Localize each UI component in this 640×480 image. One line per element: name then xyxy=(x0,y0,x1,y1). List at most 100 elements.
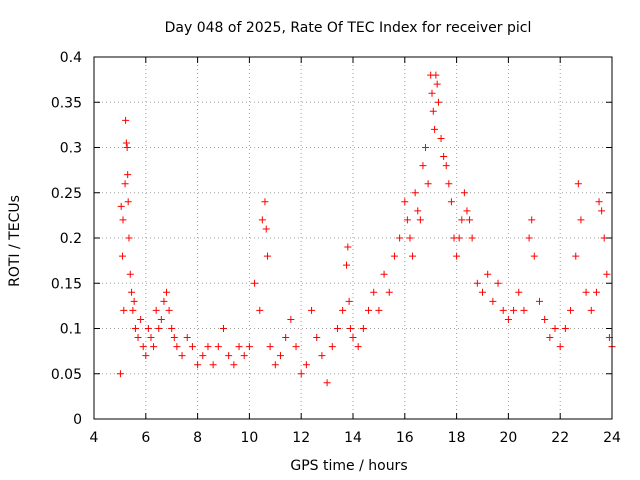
data-point xyxy=(380,270,388,278)
data-point xyxy=(479,288,486,296)
data-point xyxy=(313,334,321,342)
x-tick-label: 16 xyxy=(396,430,414,446)
data-point xyxy=(160,297,168,305)
chart-title: Day 048 of 2025, Rate Of TEC Index for r… xyxy=(165,20,532,36)
data-point xyxy=(178,352,186,360)
data-point xyxy=(424,180,432,188)
data-point xyxy=(484,270,492,278)
y-tick-label: 0.35 xyxy=(51,95,82,111)
data-point xyxy=(354,343,362,351)
data-point xyxy=(535,297,543,305)
data-point xyxy=(209,361,217,369)
data-point xyxy=(124,171,132,179)
data-point xyxy=(118,252,126,260)
data-point xyxy=(530,252,538,260)
data-point xyxy=(147,334,155,342)
data-point xyxy=(302,361,310,369)
data-point xyxy=(385,288,393,296)
y-axis-label: ROTI / TECUs xyxy=(7,195,23,287)
y-tick-label: 0.15 xyxy=(51,276,82,292)
data-point xyxy=(240,352,248,360)
data-point xyxy=(403,216,411,224)
y-tick-label: 0 xyxy=(73,412,82,428)
data-point xyxy=(401,198,409,206)
data-point xyxy=(346,325,354,332)
data-point xyxy=(431,125,439,133)
data-point xyxy=(504,315,512,323)
data-point xyxy=(245,343,253,351)
data-point xyxy=(333,325,341,332)
data-point xyxy=(165,306,173,314)
data-point xyxy=(468,234,476,242)
data-point xyxy=(411,189,419,197)
x-tick-label: 10 xyxy=(240,430,258,446)
data-point xyxy=(546,334,554,342)
data-point xyxy=(137,315,145,323)
data-point xyxy=(603,270,611,278)
data-point xyxy=(416,216,424,224)
data-point xyxy=(266,343,274,351)
data-point xyxy=(142,352,150,360)
data-point xyxy=(556,343,564,351)
data-point xyxy=(520,306,528,314)
data-point xyxy=(225,352,233,360)
data-point xyxy=(466,216,474,224)
data-point xyxy=(343,261,351,269)
data-point xyxy=(365,306,373,314)
data-point xyxy=(598,207,606,215)
data-point xyxy=(152,306,160,314)
y-tick-label: 0.4 xyxy=(60,50,82,66)
data-point xyxy=(525,234,533,242)
data-point xyxy=(515,288,523,296)
data-point xyxy=(214,343,222,351)
data-point xyxy=(414,207,422,215)
x-tick-label: 24 xyxy=(603,430,621,446)
data-point xyxy=(130,297,138,305)
data-point xyxy=(262,225,270,233)
data-point xyxy=(235,343,243,351)
data-point xyxy=(458,216,466,224)
data-point xyxy=(574,180,582,188)
data-point xyxy=(308,306,316,314)
data-point xyxy=(287,315,295,323)
y-tick-label: 0.25 xyxy=(51,186,82,202)
data-point xyxy=(460,189,468,197)
x-tick-label: 20 xyxy=(499,430,517,446)
data-point xyxy=(494,279,502,287)
data-point xyxy=(120,306,128,314)
data-point xyxy=(344,243,352,251)
data-point xyxy=(419,162,427,170)
data-point xyxy=(567,306,575,314)
data-point xyxy=(422,144,430,151)
data-point xyxy=(473,279,481,287)
data-point xyxy=(370,288,378,296)
data-point xyxy=(220,325,227,332)
data-point xyxy=(428,89,436,97)
data-point xyxy=(261,198,269,206)
data-point xyxy=(541,315,549,323)
data-point xyxy=(276,352,284,360)
y-tick-label: 0.2 xyxy=(60,231,82,247)
data-point xyxy=(349,334,357,342)
y-tick-label: 0.3 xyxy=(60,141,82,157)
data-point xyxy=(119,216,127,224)
data-point xyxy=(144,325,152,332)
data-point xyxy=(499,306,507,314)
y-axis-ticks: 0 0.05 0.1 0.15 0.2 0.25 0.3 0.35 0.4 xyxy=(51,50,612,428)
data-point xyxy=(582,288,590,296)
data-point xyxy=(155,325,163,332)
data-point xyxy=(121,180,129,188)
data-point xyxy=(125,234,133,242)
data-point xyxy=(116,370,124,378)
x-axis-label: GPS time / hours xyxy=(290,458,407,474)
data-point xyxy=(323,379,331,387)
data-point xyxy=(345,297,353,305)
data-point xyxy=(318,352,326,360)
x-tick-label: 12 xyxy=(292,430,310,446)
data-point xyxy=(409,252,417,260)
data-point xyxy=(572,252,580,260)
data-point xyxy=(437,134,445,142)
y-tick-label: 0.05 xyxy=(51,367,82,383)
data-point xyxy=(251,279,259,287)
